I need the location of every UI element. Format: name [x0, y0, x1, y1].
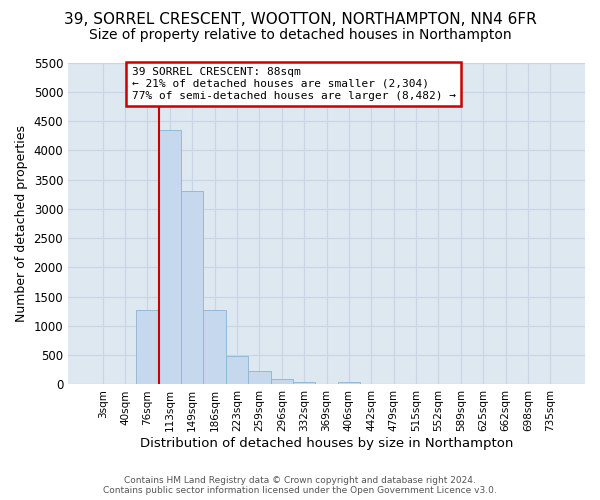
Bar: [338, 382, 360, 384]
X-axis label: Distribution of detached houses by size in Northampton: Distribution of detached houses by size …: [140, 437, 513, 450]
Text: Contains HM Land Registry data © Crown copyright and database right 2024.
Contai: Contains HM Land Registry data © Crown c…: [103, 476, 497, 495]
Text: Size of property relative to detached houses in Northampton: Size of property relative to detached ho…: [89, 28, 511, 42]
Bar: [136, 310, 158, 384]
Bar: [158, 130, 181, 384]
Bar: [226, 356, 248, 384]
Bar: [293, 382, 316, 384]
Bar: [203, 310, 226, 384]
Text: 39, SORREL CRESCENT, WOOTTON, NORTHAMPTON, NN4 6FR: 39, SORREL CRESCENT, WOOTTON, NORTHAMPTO…: [64, 12, 536, 28]
Bar: [248, 371, 271, 384]
Y-axis label: Number of detached properties: Number of detached properties: [15, 125, 28, 322]
Bar: [271, 378, 293, 384]
Text: 39 SORREL CRESCENT: 88sqm
← 21% of detached houses are smaller (2,304)
77% of se: 39 SORREL CRESCENT: 88sqm ← 21% of detac…: [132, 68, 456, 100]
Bar: [181, 192, 203, 384]
